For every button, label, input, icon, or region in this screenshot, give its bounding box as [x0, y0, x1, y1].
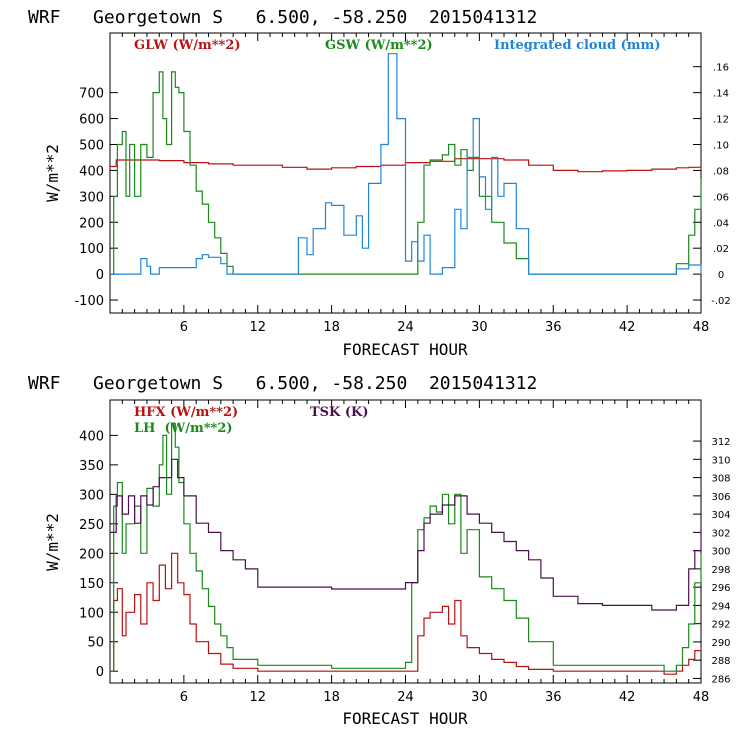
top-ytick-label: 500 — [79, 138, 104, 153]
top-y2tick-label: .12 — [713, 115, 729, 126]
bottom-y2tick-label: 294 — [711, 601, 730, 612]
bottom-series-hfx — [110, 552, 702, 675]
bottom-y2tick-label: 312 — [711, 437, 730, 448]
top-ytick-label: -100 — [74, 294, 104, 309]
bottom-ytick-label: 100 — [79, 606, 104, 621]
top-y2tick-label: .04 — [713, 218, 729, 229]
bottom-xtick-label: 12 — [249, 690, 266, 705]
bottom-series-lh — [110, 423, 702, 672]
bottom-y2tick-label: 306 — [711, 492, 730, 503]
bottom-y2tick-label: 304 — [711, 510, 730, 521]
top-ytick-label: 100 — [79, 242, 104, 257]
top-series-gsw — [110, 71, 702, 275]
bottom-y2tick-label: 286 — [711, 674, 730, 685]
legend-tsk: TSK (K) — [310, 405, 369, 420]
bottom-y2tick-label: 300 — [711, 547, 730, 558]
bottom-chart-title: WRF Georgetown S 6.500, -58.250 20150413… — [28, 373, 537, 394]
bottom-xlabel: FORECAST HOUR — [342, 709, 468, 728]
top-y2tick-label: .16 — [713, 63, 729, 74]
top-xtick-label: 12 — [249, 320, 266, 335]
top-ytick-label: 600 — [79, 113, 104, 128]
top-y2tick-label: -.02 — [711, 296, 731, 307]
top-series-integrated — [110, 53, 702, 275]
top-xtick-label: 24 — [397, 320, 414, 335]
top-axes: 6 12 18 24 30 36 42 48 -100 0 100 200 300 400 500 600 70… — [74, 33, 731, 335]
top-y2tick-label: .06 — [713, 192, 729, 203]
top-series-group — [110, 53, 702, 275]
bottom-ytick-label: 350 — [79, 459, 104, 474]
top-xtick-label: 36 — [545, 320, 562, 335]
bottom-y2tick-label: 292 — [711, 620, 730, 631]
bottom-ytick-label: 400 — [79, 429, 104, 444]
bottom-xtick-label: 42 — [619, 690, 636, 705]
bottom-xtick-label: 48 — [693, 690, 710, 705]
legend-glw: GLW (W/m**2) — [134, 38, 241, 53]
bottom-xtick-label: 18 — [323, 690, 340, 705]
top-y2tick-label: .10 — [713, 140, 729, 151]
top-y2tick-label: .08 — [713, 166, 729, 177]
bottom-ytick-label: 0 — [96, 665, 104, 680]
bottom-axes: 6 12 18 24 30 36 42 48 0 50 100 150 200 250 300 350 400 2… — [79, 400, 731, 705]
top-y2tick-label: 0 — [718, 270, 724, 281]
bottom-y2tick-label: 290 — [711, 638, 730, 649]
bottom-xtick-label: 24 — [397, 690, 414, 705]
bottom-series-tsk — [110, 458, 702, 611]
top-chart: WRF Georgetown S 6.500, -58.250 20150413… — [28, 7, 731, 359]
top-xtick-label: 30 — [471, 320, 488, 335]
top-ytick-label: 0 — [96, 268, 104, 283]
bottom-ytick-label: 50 — [87, 636, 104, 651]
bottom-ylabel: W/m**2 — [43, 513, 62, 571]
bottom-y2tick-label: 296 — [711, 583, 730, 594]
top-y2tick-label: .02 — [713, 244, 729, 255]
top-xtick-label: 6 — [180, 320, 188, 335]
bottom-xtick-label: 36 — [545, 690, 562, 705]
bottom-ytick-label: 150 — [79, 577, 104, 592]
top-chart-title: WRF Georgetown S 6.500, -58.250 20150413… — [28, 7, 537, 28]
bottom-y2tick-label: 302 — [711, 528, 730, 539]
legend-gsw: GSW (W/m**2) — [325, 38, 433, 53]
top-ytick-label: 700 — [79, 87, 104, 102]
bottom-chart: WRF Georgetown S 6.500, -58.250 20150413… — [28, 373, 731, 728]
top-ytick-label: 400 — [79, 164, 104, 179]
top-ytick-label: 300 — [79, 190, 104, 205]
bottom-y2tick-label: 310 — [711, 455, 730, 466]
legend-cloud: Integrated cloud (mm) — [494, 38, 660, 53]
bottom-xtick-label: 6 — [180, 690, 188, 705]
bottom-series-group — [110, 423, 702, 675]
top-y2tick-label: .14 — [713, 89, 729, 100]
top-ylabel: W/m**2 — [43, 144, 62, 202]
top-xtick-label: 48 — [693, 320, 710, 335]
bottom-ytick-label: 200 — [79, 547, 104, 562]
bottom-y2tick-label: 298 — [711, 565, 730, 576]
top-ytick-label: 200 — [79, 216, 104, 231]
top-xlabel: FORECAST HOUR — [342, 340, 468, 359]
bottom-y2tick-label: 308 — [711, 474, 730, 485]
bottom-plot-frame — [109, 399, 702, 684]
bottom-xtick-label: 30 — [471, 690, 488, 705]
legend-lh: LH (W/m**2) — [134, 421, 233, 436]
bottom-ytick-label: 250 — [79, 518, 104, 533]
legend-hfx: HFX (W/m**2) — [134, 405, 238, 420]
bottom-ytick-label: 300 — [79, 488, 104, 503]
top-xtick-label: 42 — [619, 320, 636, 335]
top-xtick-label: 18 — [323, 320, 340, 335]
bottom-y2tick-label: 288 — [711, 656, 730, 667]
